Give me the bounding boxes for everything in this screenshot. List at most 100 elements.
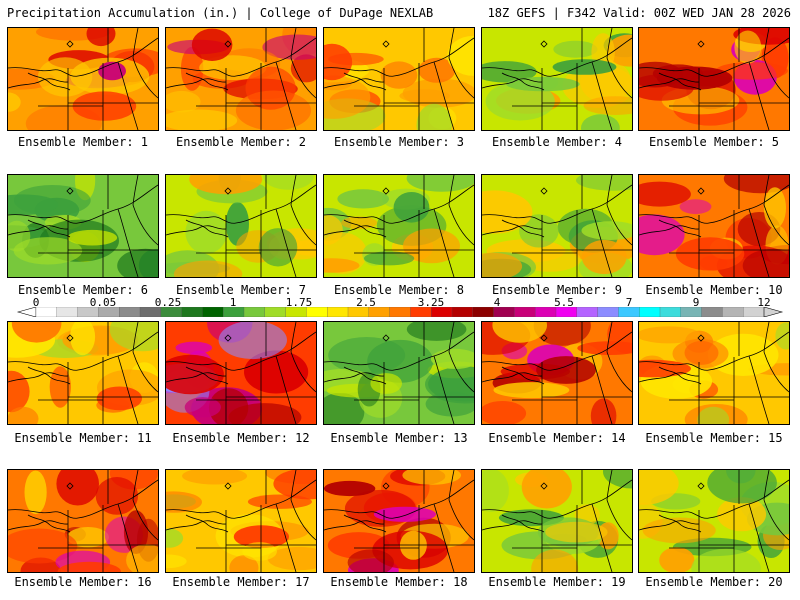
precip-contour-blob bbox=[262, 34, 316, 60]
boundary-line bbox=[27, 72, 71, 91]
scale-tick-label: 2.5 bbox=[356, 296, 376, 309]
boundary-line bbox=[591, 503, 613, 572]
precip-contour-blob bbox=[324, 43, 353, 81]
boundary-line bbox=[606, 470, 613, 501]
boundary-line bbox=[448, 470, 455, 501]
precip-contour-blob bbox=[13, 237, 83, 265]
scale-arrow-right-icon bbox=[763, 307, 784, 317]
member-label: Ensemble Member: 14 bbox=[488, 431, 626, 445]
scale-tick-label: 12 bbox=[757, 296, 771, 309]
boundary-line bbox=[132, 322, 139, 353]
boundary-line bbox=[290, 57, 316, 99]
member-label: Ensemble Member: 17 bbox=[172, 575, 310, 589]
boundary-line bbox=[166, 331, 316, 371]
scale-swatch bbox=[35, 307, 58, 317]
boundary-line bbox=[117, 503, 139, 572]
precip-contour-blob bbox=[67, 527, 109, 548]
boundary-line bbox=[448, 175, 455, 206]
precip-contour-blob bbox=[347, 549, 394, 572]
precip-contour-blob bbox=[553, 40, 598, 58]
boundary-line bbox=[8, 479, 158, 519]
boundary-line bbox=[166, 479, 316, 519]
boundary-line bbox=[639, 37, 789, 77]
boundary-line bbox=[324, 78, 385, 89]
precip-contour-blob bbox=[24, 470, 47, 515]
member-label: Ensemble Member: 4 bbox=[491, 135, 623, 149]
precip-contour-blob bbox=[8, 92, 21, 112]
precip-contour-blob bbox=[175, 341, 213, 354]
precip-contour-blob bbox=[166, 491, 202, 513]
precip-map-9 bbox=[482, 175, 632, 277]
member-label: Ensemble Member: 10 bbox=[645, 283, 783, 297]
boundary-line bbox=[290, 470, 297, 501]
boundary-line bbox=[748, 355, 770, 424]
boundary-line bbox=[8, 37, 158, 77]
precip-contour-blob bbox=[521, 470, 572, 509]
map-panel-member-20 bbox=[638, 469, 790, 573]
boundary-line bbox=[639, 225, 700, 236]
scale-swatch bbox=[223, 307, 245, 317]
scale-swatch bbox=[431, 307, 453, 317]
precip-contour-blob bbox=[672, 338, 729, 369]
boundary-line bbox=[763, 204, 789, 246]
boundary-line bbox=[482, 520, 543, 531]
scale-swatch bbox=[119, 307, 141, 317]
diamond-marker-icon bbox=[540, 482, 548, 490]
boundary-line bbox=[482, 331, 632, 371]
boundary-line bbox=[448, 499, 474, 541]
scale-swatch bbox=[56, 307, 79, 317]
scale-swatch bbox=[410, 307, 432, 317]
scale-swatch bbox=[243, 307, 266, 317]
precip-contour-blob bbox=[492, 322, 547, 343]
boundary-line bbox=[324, 479, 474, 519]
boundary-line bbox=[606, 499, 632, 541]
precip-contour-blob bbox=[364, 251, 415, 266]
boundary-line bbox=[606, 351, 632, 393]
precip-contour-blob bbox=[273, 470, 316, 500]
scale-swatch bbox=[701, 307, 723, 317]
boundary-line bbox=[763, 57, 789, 99]
precip-map-13 bbox=[324, 322, 474, 424]
precip-contour-blob bbox=[324, 392, 365, 424]
boundary-line bbox=[591, 61, 613, 130]
scale-swatch bbox=[680, 307, 703, 317]
scale-swatch bbox=[639, 307, 661, 317]
map-panel-member-16 bbox=[7, 469, 159, 573]
scale-tick-label: 0.05 bbox=[89, 296, 117, 309]
scale-swatch bbox=[285, 307, 307, 317]
boundary-line bbox=[639, 520, 700, 531]
precip-contour-blob bbox=[482, 401, 527, 424]
diamond-marker-icon bbox=[540, 40, 548, 48]
precip-contour-blob bbox=[506, 76, 580, 92]
map-panel-member-14 bbox=[481, 321, 633, 425]
precip-contour-blob bbox=[642, 517, 716, 544]
boundary-line bbox=[324, 37, 474, 77]
boundary-line bbox=[290, 204, 316, 246]
diamond-marker-icon bbox=[697, 187, 705, 195]
precip-contour-blob bbox=[717, 497, 767, 532]
member-label: Ensemble Member: 6 bbox=[17, 283, 149, 297]
scale-arrow-left-icon bbox=[16, 307, 37, 317]
boundary-line bbox=[433, 61, 455, 130]
member-label: Ensemble Member: 18 bbox=[330, 575, 468, 589]
boundary-line bbox=[763, 175, 770, 206]
boundary-line bbox=[290, 351, 316, 393]
boundary-line bbox=[448, 57, 474, 99]
diamond-marker-icon bbox=[224, 334, 232, 342]
diamond-marker-icon bbox=[697, 482, 705, 490]
boundary-line bbox=[482, 225, 543, 236]
precip-contour-blob bbox=[49, 366, 71, 408]
boundary-line bbox=[132, 28, 139, 59]
precip-contour-blob bbox=[244, 350, 309, 394]
map-panel-member-1 bbox=[7, 27, 159, 131]
precip-contour-blob bbox=[184, 397, 221, 418]
precip-contour-blob bbox=[166, 90, 201, 113]
boundary-line bbox=[639, 331, 789, 371]
map-panel-member-15 bbox=[638, 321, 790, 425]
boundary-line bbox=[185, 72, 229, 91]
boundary-line bbox=[658, 219, 702, 238]
boundary-line bbox=[8, 520, 69, 531]
boundary-line bbox=[501, 219, 545, 238]
precip-contour-blob bbox=[552, 59, 617, 75]
precip-contour-blob bbox=[117, 248, 158, 277]
